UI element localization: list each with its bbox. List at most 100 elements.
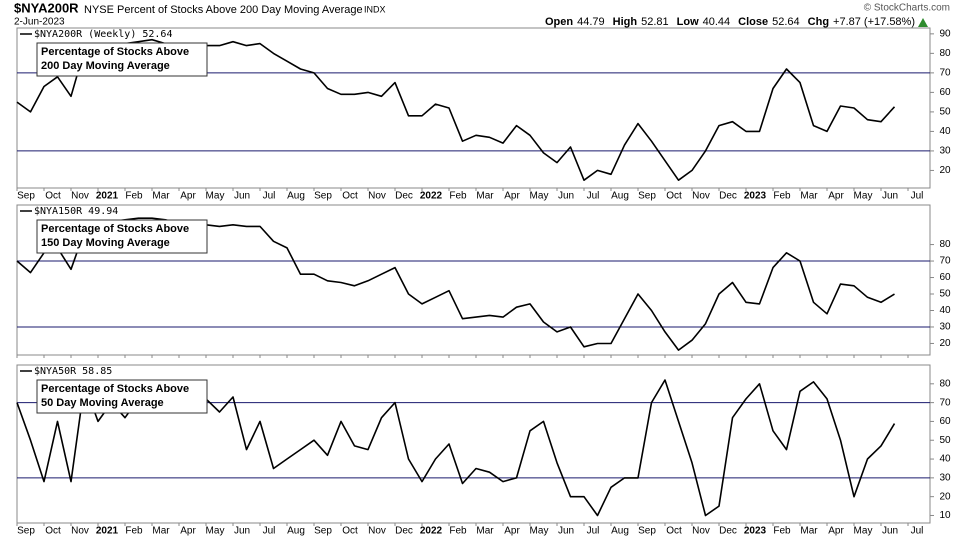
x-tick-label: May bbox=[530, 191, 549, 202]
x-tick-label: May bbox=[854, 526, 873, 537]
x-tick-label: Feb bbox=[773, 191, 791, 202]
legend-text: Percentage of Stocks Above bbox=[41, 223, 189, 235]
quote-label: Close bbox=[738, 16, 768, 28]
x-tick-label: Feb bbox=[449, 191, 467, 202]
y-tick-label: 50 bbox=[939, 435, 951, 446]
x-tick-label: May bbox=[206, 191, 225, 202]
legend-text: Percentage of Stocks Above bbox=[41, 383, 189, 395]
x-tick-label: Feb bbox=[125, 526, 143, 537]
y-tick-label: 30 bbox=[939, 146, 951, 157]
x-tick-label: Sep bbox=[17, 191, 35, 202]
x-tick-label: Apr bbox=[504, 526, 520, 537]
legend-box bbox=[36, 379, 208, 414]
x-tick-label: Feb bbox=[125, 191, 143, 202]
x-tick-label: Mar bbox=[800, 526, 818, 537]
x-tick-label: Oct bbox=[45, 526, 61, 537]
x-tick-label: Apr bbox=[828, 526, 844, 537]
x-tick-label: Jun bbox=[558, 526, 574, 537]
x-tick-label: May bbox=[206, 526, 225, 537]
panel-frame bbox=[16, 27, 931, 189]
legend-box bbox=[36, 219, 208, 254]
quote-label: Low bbox=[677, 16, 699, 28]
x-tick-label: Aug bbox=[287, 526, 305, 537]
x-tick-label: Feb bbox=[773, 526, 791, 537]
x-tick-label: Sep bbox=[314, 526, 332, 537]
y-tick-label: 40 bbox=[939, 126, 951, 137]
x-tick-label: Sep bbox=[314, 191, 332, 202]
x-tick-label: Dec bbox=[719, 526, 737, 537]
y-tick-label: 30 bbox=[939, 322, 951, 333]
legend-text: 200 Day Moving Average bbox=[41, 60, 170, 72]
y-tick-label: 40 bbox=[939, 454, 951, 465]
x-tick-label: Aug bbox=[611, 191, 629, 202]
x-tick-label: Nov bbox=[368, 191, 386, 202]
y-tick-label: 50 bbox=[939, 107, 951, 118]
x-tick-label: Mar bbox=[152, 191, 170, 202]
legend-text: 50 Day Moving Average bbox=[41, 397, 164, 409]
exchange: INDX bbox=[364, 4, 386, 14]
x-tick-label: May bbox=[530, 526, 549, 537]
x-tick-label: Dec bbox=[395, 191, 413, 202]
x-tick-label: Jun bbox=[558, 191, 574, 202]
panel-frame bbox=[16, 364, 931, 524]
x-tick-label: Mar bbox=[152, 526, 170, 537]
x-tick-label: Jul bbox=[263, 191, 276, 202]
y-tick-label: 70 bbox=[939, 397, 951, 408]
x-tick-label: Jun bbox=[882, 526, 898, 537]
x-tick-label: Nov bbox=[692, 191, 710, 202]
y-tick-label: 20 bbox=[939, 165, 951, 176]
x-tick-label: Mar bbox=[800, 191, 818, 202]
x-tick-label: Jun bbox=[234, 526, 250, 537]
legend-text: Percentage of Stocks Above bbox=[41, 46, 189, 58]
legend-text: 150 Day Moving Average bbox=[41, 237, 170, 249]
x-tick-label: Mar bbox=[476, 526, 494, 537]
x-tick-label: 2022 bbox=[420, 526, 443, 537]
x-tick-label: Oct bbox=[666, 526, 682, 537]
legend-box bbox=[36, 42, 208, 77]
panel-tag: $NYA150R 49.94 bbox=[34, 206, 118, 217]
quote-label: Open bbox=[545, 16, 573, 28]
x-tick-label: Dec bbox=[395, 526, 413, 537]
symbol: $NYA200R bbox=[14, 0, 79, 15]
x-tick-label: Jul bbox=[587, 191, 600, 202]
quote-label: High bbox=[613, 16, 638, 28]
x-tick-label: Sep bbox=[638, 526, 656, 537]
x-tick-label: 2023 bbox=[744, 526, 767, 537]
x-tick-label: Nov bbox=[71, 191, 89, 202]
y-tick-label: 50 bbox=[939, 289, 951, 300]
x-tick-label: Dec bbox=[719, 191, 737, 202]
y-tick-label: 80 bbox=[939, 378, 951, 389]
x-tick-label: May bbox=[854, 191, 873, 202]
y-tick-label: 20 bbox=[939, 338, 951, 349]
x-tick-label: Jul bbox=[263, 526, 276, 537]
x-tick-label: Mar bbox=[476, 191, 494, 202]
x-tick-label: Jul bbox=[587, 526, 600, 537]
x-tick-label: Nov bbox=[71, 526, 89, 537]
quote-value: 52.81 bbox=[641, 16, 669, 28]
x-tick-label: Oct bbox=[342, 526, 358, 537]
x-tick-label: 2022 bbox=[420, 191, 443, 202]
x-tick-label: 2023 bbox=[744, 191, 767, 202]
x-tick-label: Jun bbox=[234, 191, 250, 202]
panel-tag: $NYA200R (Weekly) 52.64 bbox=[34, 29, 172, 40]
y-tick-label: 10 bbox=[939, 510, 951, 521]
y-tick-label: 60 bbox=[939, 272, 951, 283]
y-tick-label: 80 bbox=[939, 239, 951, 250]
x-tick-label: Oct bbox=[45, 191, 61, 202]
x-tick-label: Jul bbox=[911, 191, 924, 202]
x-tick-label: Apr bbox=[180, 191, 196, 202]
quote-value: +7.87 (+17.58%) bbox=[833, 16, 915, 28]
x-tick-label: Feb bbox=[449, 526, 467, 537]
y-tick-label: 90 bbox=[939, 28, 951, 39]
x-tick-label: Apr bbox=[180, 526, 196, 537]
x-tick-label: 2021 bbox=[96, 526, 119, 537]
y-tick-label: 60 bbox=[939, 416, 951, 427]
panel-tag: $NYA50R 58.85 bbox=[34, 366, 112, 377]
quote-label: Chg bbox=[808, 16, 829, 28]
y-tick-label: 70 bbox=[939, 256, 951, 267]
description: NYSE Percent of Stocks Above 200 Day Mov… bbox=[84, 4, 363, 16]
y-tick-label: 40 bbox=[939, 305, 951, 316]
quote: +7.87 (+17.58%) Chg 52.64 Close 40.44 Low 52.8… bbox=[545, 16, 915, 28]
y-tick-label: 60 bbox=[939, 87, 951, 98]
